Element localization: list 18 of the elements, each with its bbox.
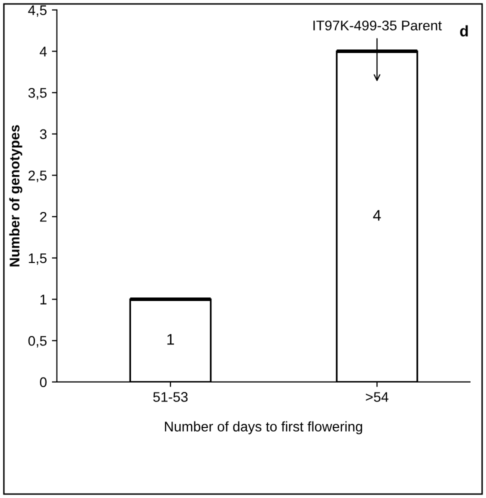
- y-tick-label: 1,5: [28, 253, 47, 265]
- y-tick-label: 4: [40, 46, 47, 56]
- y-tick-label: 4,5: [28, 5, 47, 17]
- data-label: 1: [167, 334, 174, 345]
- y-tick-label: 3,5: [28, 88, 47, 100]
- y-tick-label: 2,5: [28, 170, 47, 182]
- y-tick-label: 3: [40, 129, 47, 140]
- x-axis-title: Number of days to first flowering: [164, 421, 362, 434]
- annotation: d: [460, 25, 468, 36]
- x-tick-label: 51-53: [153, 392, 188, 402]
- annotation: IT97K-499-35 Parent: [313, 20, 442, 30]
- y-tick-label: 2: [40, 212, 46, 222]
- data-label: 4: [373, 210, 381, 221]
- y-tick-label: 1: [40, 294, 46, 304]
- y-tick-label: 0,5: [28, 336, 47, 348]
- x-tick-label: >54: [366, 392, 388, 402]
- y-tick-label: 0: [40, 377, 47, 388]
- y-axis-title: Number of genotypes: [9, 125, 22, 266]
